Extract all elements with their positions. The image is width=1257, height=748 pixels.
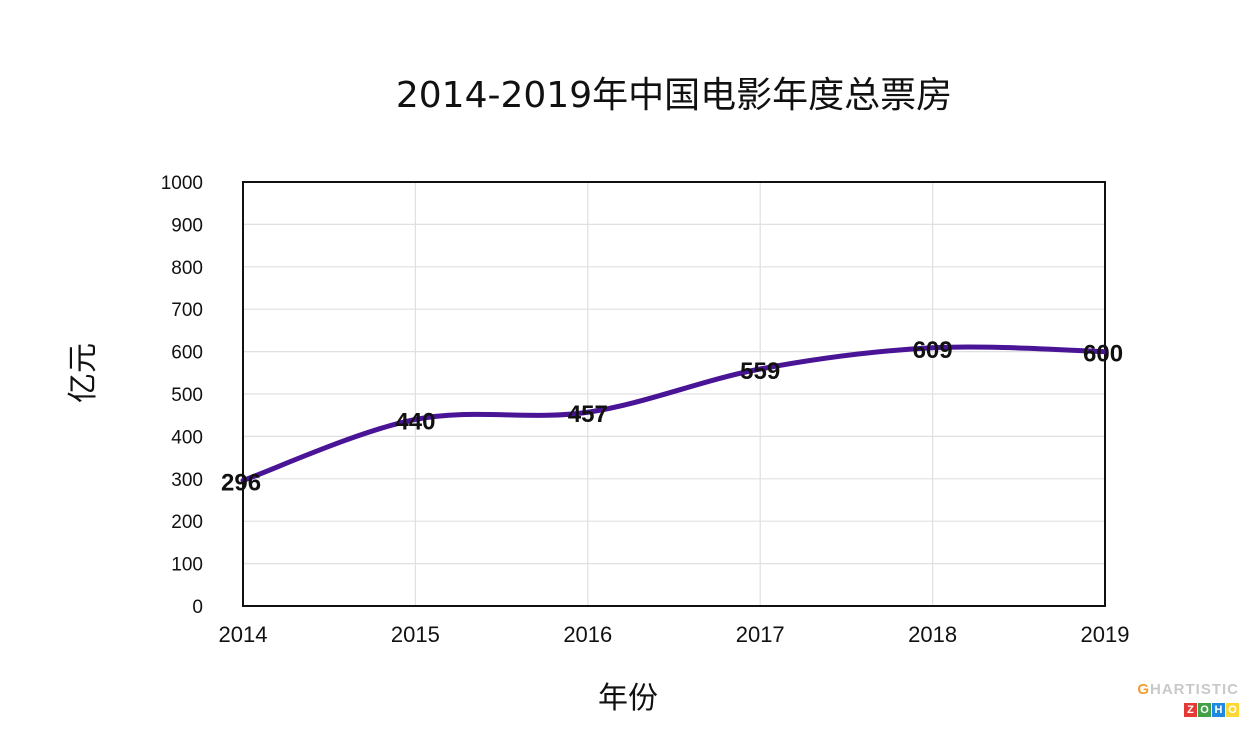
data-label: 296 bbox=[221, 469, 261, 496]
zoho-letter-box: O bbox=[1226, 703, 1239, 717]
watermark-text: HARTISTIC bbox=[1150, 681, 1239, 698]
y-tick-label: 800 bbox=[171, 258, 203, 279]
y-tick-label: 700 bbox=[171, 300, 203, 321]
x-tick-label: 2017 bbox=[736, 622, 785, 647]
data-label: 457 bbox=[568, 401, 608, 428]
data-label: 600 bbox=[1083, 341, 1123, 368]
x-tick-label: 2019 bbox=[1081, 622, 1130, 647]
x-tick-label: 2018 bbox=[908, 622, 957, 647]
x-axis-label: 年份 bbox=[598, 681, 658, 716]
y-tick-label: 1000 bbox=[161, 173, 203, 194]
data-label: 559 bbox=[740, 358, 780, 385]
y-tick-label: 500 bbox=[171, 385, 203, 406]
x-tick-label: 2014 bbox=[219, 622, 268, 647]
y-tick-label: 600 bbox=[171, 343, 203, 364]
y-axis-label: 亿元 bbox=[66, 343, 101, 403]
zoho-letter-box: Z bbox=[1184, 703, 1197, 717]
data-label: 609 bbox=[913, 337, 953, 364]
y-tick-label: 100 bbox=[171, 555, 203, 576]
series-line bbox=[240, 344, 1108, 483]
watermark-g: G bbox=[1137, 681, 1150, 698]
y-tick-label: 300 bbox=[171, 470, 203, 491]
y-tick-label: 900 bbox=[171, 215, 203, 236]
y-tick-label: 400 bbox=[171, 427, 203, 448]
x-tick-label: 2015 bbox=[391, 622, 440, 647]
y-tick-label: 0 bbox=[192, 597, 203, 618]
plot-frame bbox=[242, 181, 1106, 607]
zoho-letter-box: O bbox=[1198, 703, 1211, 717]
series-line-group bbox=[240, 344, 1108, 483]
zoho-letter-box: H bbox=[1212, 703, 1225, 717]
chart-title: 2014-2019年中国电影年度总票房 bbox=[396, 75, 952, 116]
y-axis-ticks: 0 100 200 300 400 500 600 700 800 900 1000 bbox=[161, 173, 203, 618]
x-axis-ticks: 2014 2015 2016 2017 2018 2019 bbox=[219, 622, 1130, 647]
x-tick-label: 2016 bbox=[563, 622, 612, 647]
y-tick-label: 200 bbox=[171, 512, 203, 533]
data-labels: 296 440 457 559 609 600 bbox=[221, 337, 1123, 497]
data-label: 440 bbox=[395, 408, 435, 435]
